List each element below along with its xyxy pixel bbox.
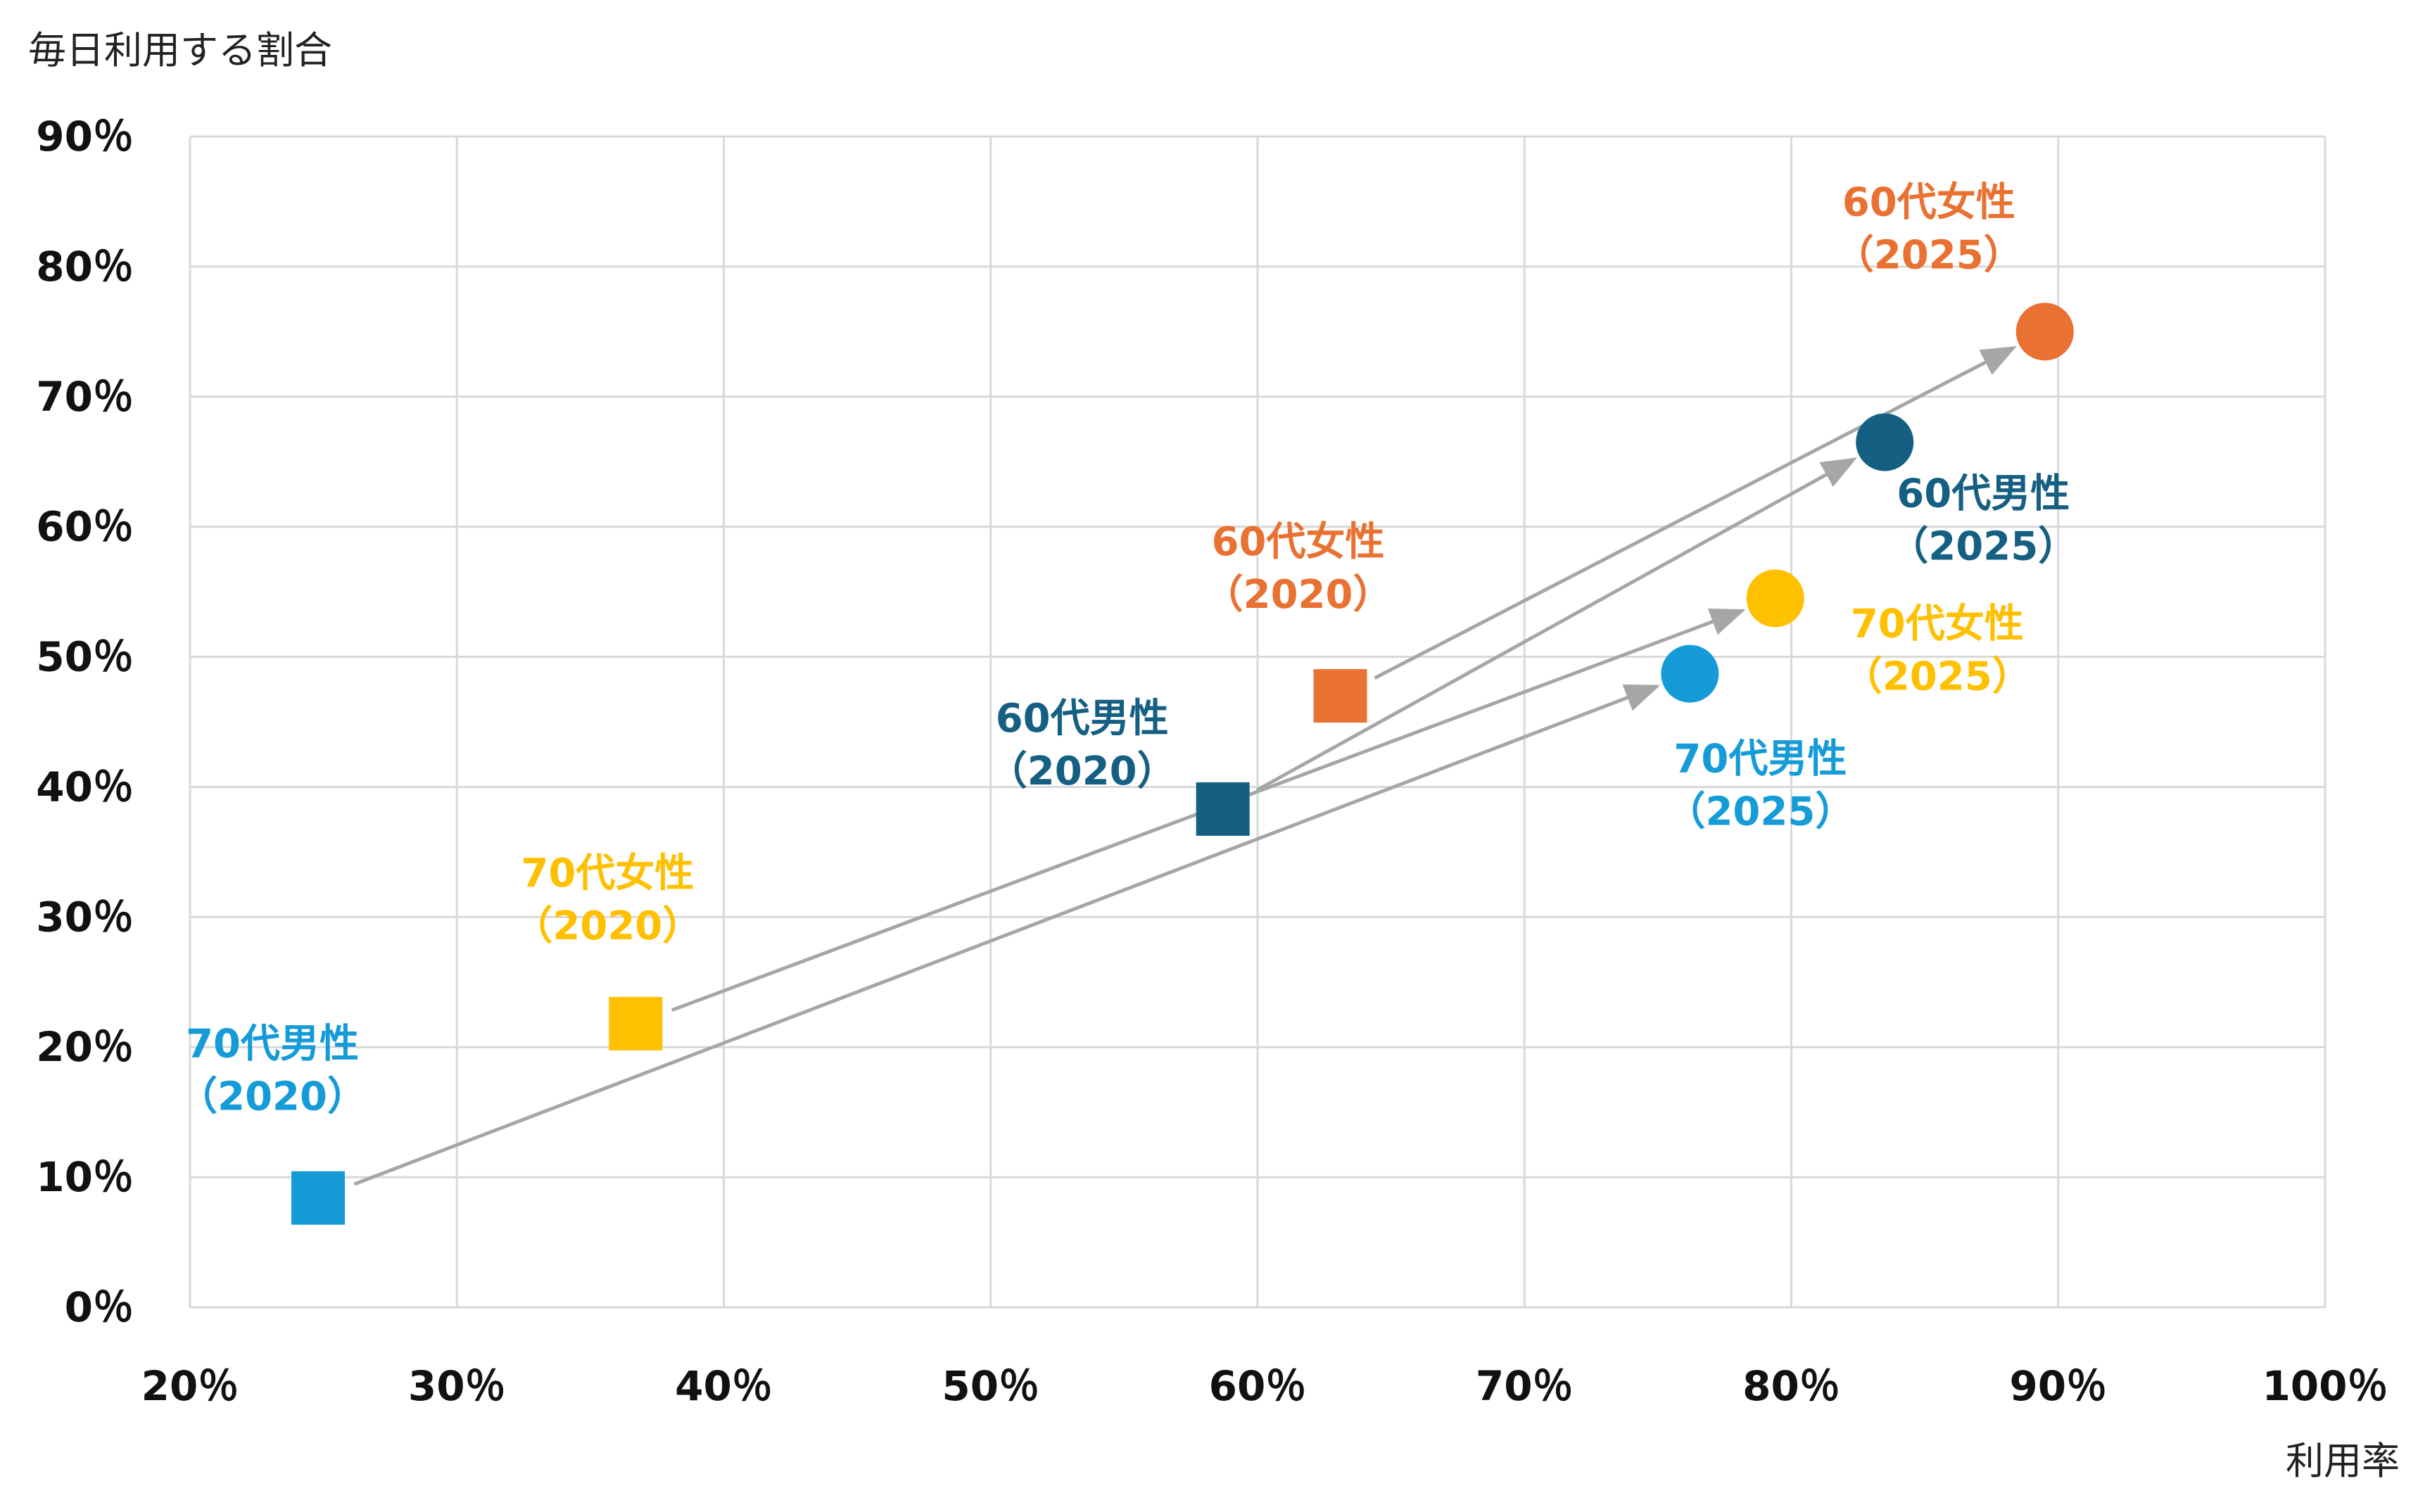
y-tick-label: 40％ [36,763,134,811]
marker-70代女性-2020 [609,996,663,1050]
x-tick-label: 40％ [675,1362,773,1410]
marker-70代男性-2020 [291,1171,346,1225]
y-tick-label: 50％ [36,633,134,681]
x-tick-label: 60％ [1209,1362,1307,1410]
y-tick-label: 10％ [36,1153,134,1201]
label-70代女性-2025: 70代女性 （2025） [1843,601,2032,699]
label-group: 60代女性 [1212,519,1385,565]
y-tick-label: 80％ [36,243,134,291]
label-year: （2025） [1835,232,2023,278]
label-group: 70代女性 [1851,601,2024,647]
label-group: 70代男性 [1673,737,1847,782]
label-year: （2020） [1204,572,1393,618]
x-tick-label: 20％ [141,1362,239,1410]
data-points [291,303,2074,1225]
x-tick-label: 90％ [2009,1362,2107,1410]
y-axis-title: 毎日利用する割合 [28,28,332,72]
y-axis-ticks: 0％ 10％ 20％ 30％ 40％ 50％ 60％ 70％ 80％ 90％ [36,113,134,1331]
label-group: 70代男性 [186,1022,359,1067]
marker-60代男性-2020 [1196,782,1250,836]
grid [189,135,2327,1309]
x-tick-label: 80％ [1742,1362,1840,1410]
x-axis-title: 利用率 [2286,1439,2400,1483]
label-year: （2020） [178,1074,367,1120]
y-tick-label: 30％ [36,893,134,941]
marker-60代男性-2025 [1856,413,1914,471]
label-group: 60代女性 [1842,179,2015,225]
label-70代男性-2025: 70代男性 （2025） [1666,737,1854,835]
x-tick-label: 70％ [1476,1362,1574,1410]
marker-70代女性-2025 [1746,569,1804,628]
label-group: 60代男性 [996,696,1169,742]
label-60代男性-2020: 60代男性 （2020） [988,696,1177,794]
label-year: （2025） [1889,523,2077,569]
y-tick-label: 20％ [36,1023,134,1071]
arrow-70代男性 [353,684,1661,1186]
y-tick-label: 70％ [36,373,134,421]
label-year: （2020） [513,903,702,949]
label-group: 70代女性 [521,851,694,896]
y-tick-label: 60％ [36,503,134,551]
point-labels: 60代女性 （2020） 60代女性 （2025） 60代男性 （2020） 60代男性 （2… [178,179,2077,1119]
arrow-60代男性 [1255,457,1857,792]
label-group: 60代男性 [1897,471,2070,516]
label-year: （2025） [1843,654,2032,699]
marker-60代女性-2020 [1313,669,1367,723]
y-tick-label: 90％ [36,113,134,160]
label-60代男性-2025: 60代男性 （2025） [1889,471,2077,569]
label-60代女性-2025: 60代女性 （2025） [1835,179,2023,278]
x-tick-label: 100％ [2262,1362,2388,1410]
arrow-60代女性 [1374,346,2017,680]
label-70代男性-2020: 70代男性 （2020） [178,1022,367,1120]
x-axis-ticks: 20％ 30％ 40％ 50％ 60％ 70％ 80％ 90％ 100％ [141,1362,2388,1410]
label-60代女性-2020: 60代女性 （2020） [1204,519,1393,618]
label-70代女性-2020: 70代女性 （2020） [513,851,702,949]
label-year: （2025） [1666,789,1854,835]
y-tick-label: 0％ [65,1283,134,1331]
x-tick-label: 50％ [942,1362,1039,1410]
label-year: （2020） [988,749,1177,794]
x-tick-label: 30％ [408,1362,506,1410]
marker-60代女性-2025 [2015,303,2074,361]
marker-70代男性-2025 [1661,644,1719,703]
